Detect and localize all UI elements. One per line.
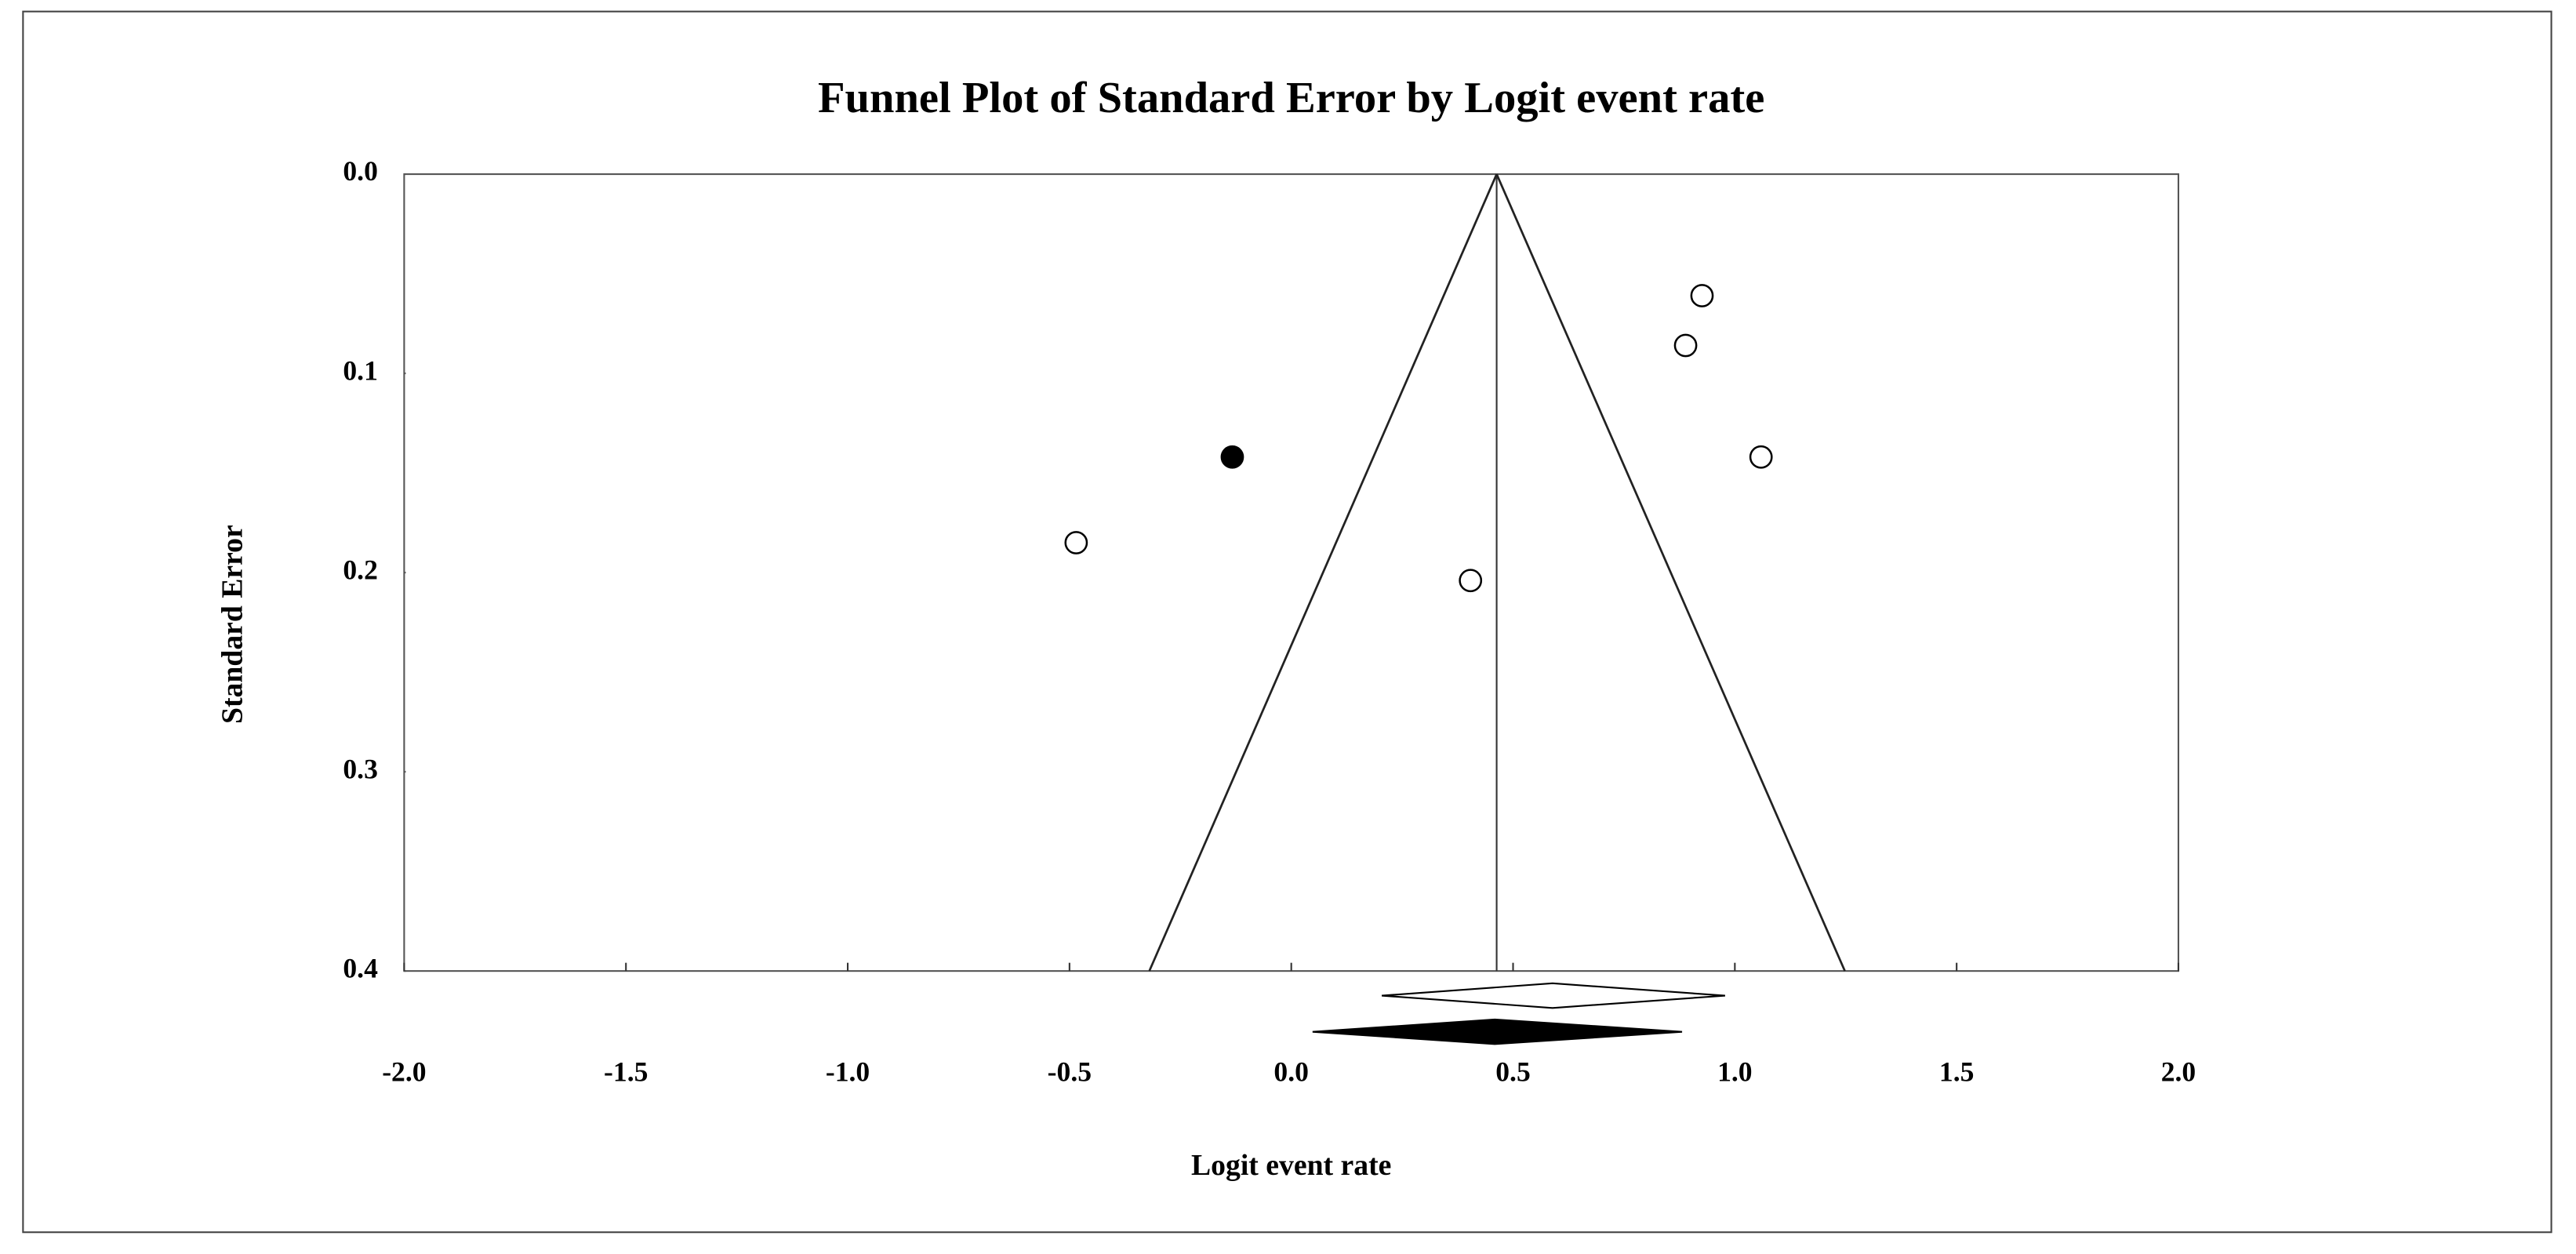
study-point <box>1459 569 1483 593</box>
y-tick-label: 0.3 <box>343 753 378 784</box>
x-tick-label: -2.0 <box>382 1056 426 1087</box>
summary-diamond <box>1382 982 1725 1009</box>
study-point <box>1220 445 1244 469</box>
x-tick-label: 0.0 <box>1273 1056 1309 1087</box>
x-tick-label: -1.0 <box>826 1056 870 1087</box>
funnel-edge <box>1495 173 1846 972</box>
x-tick-label: 1.0 <box>1717 1056 1753 1087</box>
y-tick-label: 0.1 <box>343 354 378 386</box>
x-tick-label: 1.5 <box>1939 1056 1975 1087</box>
y-tick-label: 0.0 <box>343 155 378 187</box>
chart-title: Funnel Plot of Standard Error by Logit e… <box>818 74 1764 122</box>
frame <box>22 10 2552 1234</box>
x-tick-label: 0.5 <box>1495 1056 1531 1087</box>
x-tick-label: -1.5 <box>604 1056 648 1087</box>
y-tick-label: 0.4 <box>343 952 378 983</box>
y-axis-label: Standard Error <box>216 525 249 724</box>
study-point <box>1749 445 1773 469</box>
x-tick-label: 2.0 <box>2161 1056 2196 1087</box>
study-point <box>1690 284 1714 307</box>
study-point <box>1064 531 1088 554</box>
x-axis-label: Logit event rate <box>1191 1149 1391 1182</box>
funnel-edge <box>1148 173 1498 972</box>
x-tick-label: -0.5 <box>1048 1056 1092 1087</box>
summary-diamond <box>1312 1018 1683 1045</box>
y-tick-label: 0.2 <box>343 554 378 585</box>
study-point <box>1673 333 1698 358</box>
